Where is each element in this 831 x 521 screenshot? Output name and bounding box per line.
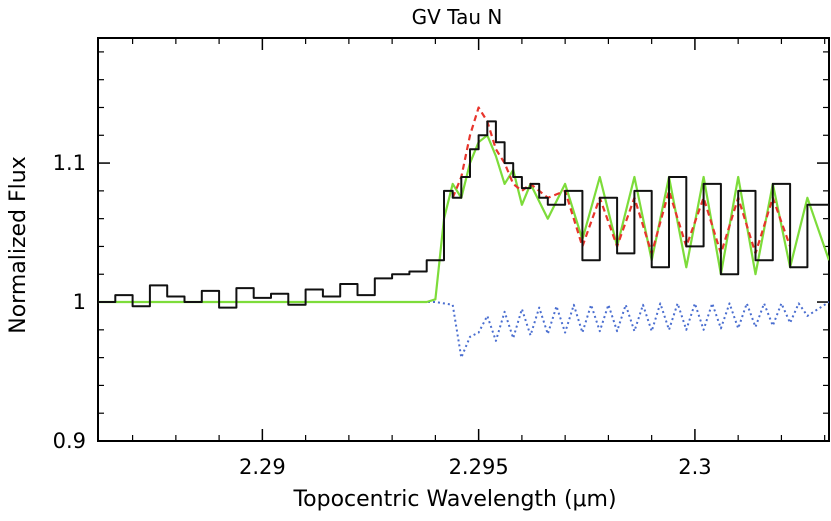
y-tick-label: 1 [73,290,86,314]
series-line-absorption [98,301,829,359]
series-layer [98,106,829,359]
y-axis-label: Normalized Flux [6,156,31,333]
x-tick-label: 2.3 [678,455,711,479]
x-axis-label: Topocentric Wavelength (μm) [292,487,616,512]
plot-frame [97,37,830,442]
series-line-model [98,134,829,304]
series-line-observed [98,120,829,309]
chart-title: GV Tau N [412,5,503,29]
y-tick-label: 1.1 [53,151,86,175]
ticks: 2.29 2.295 2.3 0.9 1 1.1 [53,38,829,479]
x-tick-label: 2.29 [239,455,286,479]
y-tick-label: 0.9 [53,429,86,453]
x-tick-label: 2.295 [449,455,509,479]
